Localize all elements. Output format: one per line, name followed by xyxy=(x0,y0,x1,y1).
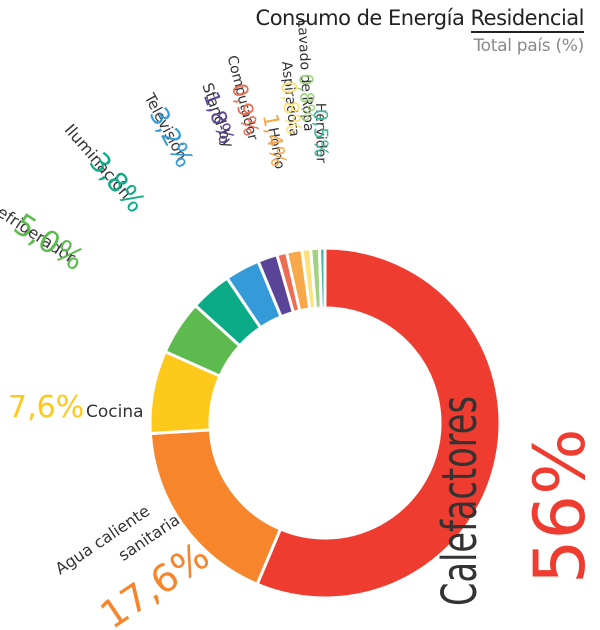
chart-title-part1: Consumo de Energía xyxy=(255,6,471,30)
value-hervidor: 0,5% xyxy=(309,109,332,158)
label-hervidor: Hervidor xyxy=(312,103,329,164)
value-calefactores: 56% xyxy=(519,428,600,584)
label-cocina: Cocina xyxy=(86,402,144,422)
chart-title: Consumo de Energía Residencial xyxy=(255,6,584,33)
value-television: 3,2% xyxy=(144,103,200,173)
slice-calefactores xyxy=(255,246,502,600)
value-lavado-de-ropa: 0,8% xyxy=(294,73,319,122)
chart-subtitle: Total país (%) xyxy=(473,36,584,56)
slice-hervidor xyxy=(317,246,327,310)
label-calefactores: Calefactores xyxy=(432,396,488,606)
title-block: Consumo de Energía Residencial Total paí… xyxy=(256,6,584,56)
value-agua-caliente-sanitaria: 17,6% xyxy=(92,533,217,630)
value-cocina: 7,6% xyxy=(8,390,84,425)
chart-title-part2: Residencial xyxy=(470,6,584,33)
value-refrigerador: 5,0% xyxy=(7,207,90,278)
donut-slices xyxy=(148,246,502,600)
value-aspiradora: 0,8% xyxy=(276,80,306,136)
label-horno: Horno xyxy=(264,126,287,170)
value-iluminacion: 3,8% xyxy=(83,147,151,219)
label-lavado-de-ropa: Lavado de Ropa xyxy=(294,19,316,132)
